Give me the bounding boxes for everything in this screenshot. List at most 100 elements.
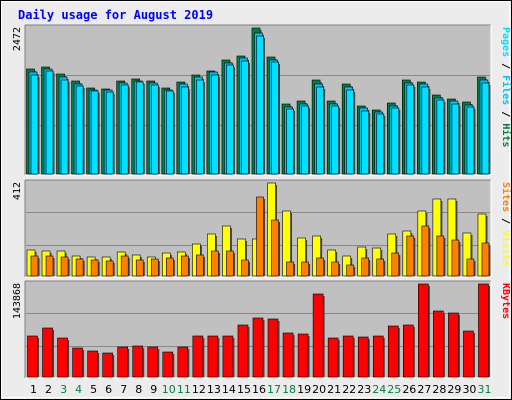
- bar-sites: [271, 219, 279, 277]
- bar-sites-shadow: [458, 242, 461, 276]
- bar-kbytes-shadow: [217, 338, 220, 377]
- bar-pages-shadow: [398, 110, 401, 174]
- bar-kbytes-shadow: [247, 327, 250, 377]
- bar-visits-shadow: [290, 213, 293, 276]
- bar-kbytes-shadow: [202, 338, 205, 377]
- bar-kbytes-shadow: [458, 315, 460, 377]
- bar-kbytes: [27, 335, 38, 378]
- bar-kbytes: [132, 345, 144, 378]
- bar-sites-shadow: [323, 260, 326, 276]
- bar-kbytes-shadow: [488, 286, 490, 377]
- bar-pages-shadow: [38, 77, 40, 174]
- bar-sites: [406, 235, 415, 277]
- bar-pages: [421, 86, 430, 175]
- bar-kbytes: [102, 352, 113, 378]
- bar-kbytes: [72, 347, 83, 378]
- bar-kbytes: [252, 317, 264, 378]
- bar-sites-shadow: [443, 238, 446, 276]
- bar-kbytes: [147, 346, 159, 378]
- bar-sites-shadow: [68, 259, 70, 276]
- bar-kbytes: [207, 335, 219, 378]
- bar-kbytes: [297, 333, 309, 378]
- bar-sites: [211, 250, 219, 277]
- x-tick-label: 31: [477, 383, 491, 396]
- bar-kbytes-shadow: [82, 350, 85, 377]
- bar-pages-shadow: [158, 87, 160, 174]
- bar-sites-shadow: [113, 263, 115, 276]
- bar-pages: [165, 90, 174, 175]
- bar-sites-shadow: [473, 261, 476, 276]
- bar-sites-shadow: [488, 245, 491, 276]
- panel-bottom: 143868 KBytes: [12, 280, 511, 379]
- bar-kbytes-shadow: [67, 340, 70, 377]
- bar-sites: [150, 258, 159, 277]
- bar-pages-shadow: [143, 84, 145, 174]
- bar-kbytes-shadow: [323, 296, 325, 377]
- bar-kbytes-shadow: [262, 320, 265, 377]
- bar-kbytes: [177, 346, 189, 378]
- bar-sites-shadow: [278, 222, 281, 276]
- bar-kbytes: [237, 324, 249, 378]
- bar-sites-shadow: [398, 255, 401, 276]
- bar-pages-shadow: [308, 108, 311, 174]
- bar-kbytes: [478, 283, 489, 378]
- bar-sites-shadow: [428, 228, 431, 276]
- bar-sites: [196, 254, 204, 277]
- bar-sites: [346, 264, 354, 277]
- bar-sites: [286, 261, 294, 277]
- bar-sites-shadow: [383, 261, 386, 276]
- bar-kbytes: [57, 337, 68, 378]
- bar-kbytes-shadow: [232, 338, 235, 377]
- panel-legend: Pages / Files / Hits: [500, 27, 512, 147]
- legend-entry: Pages: [500, 27, 511, 57]
- bar-pages: [436, 99, 445, 175]
- bar-pages: [241, 60, 249, 175]
- bar-pages: [75, 85, 84, 175]
- bar-pages-shadow: [53, 73, 55, 174]
- bar-visits-shadow: [455, 201, 458, 276]
- bar-kbytes: [312, 293, 324, 378]
- bar-pages-shadow: [488, 85, 491, 174]
- bar-kbytes-shadow: [338, 340, 340, 377]
- bar-pages-shadow: [428, 89, 431, 174]
- bar-sites: [75, 258, 84, 277]
- bar-kbytes: [42, 327, 53, 378]
- x-tick-label: 13: [207, 383, 221, 396]
- panel-top: 2472 Pages / Files / Hits: [12, 24, 512, 176]
- y-max-label: 143868: [12, 283, 23, 319]
- bar-kbytes-shadow: [353, 338, 355, 377]
- bar-kbytes: [267, 318, 279, 378]
- legend-entry: Visits: [500, 230, 512, 266]
- bar-pages-shadow: [353, 92, 356, 174]
- bar-pages-shadow: [83, 88, 85, 174]
- x-tick-label: 17: [267, 383, 281, 396]
- x-tick-label: 4: [75, 383, 82, 396]
- bar-pages-shadow: [173, 93, 175, 174]
- bar-pages: [451, 103, 460, 175]
- bar-pages: [60, 79, 69, 175]
- bar-pages: [331, 105, 339, 175]
- bar-pages: [316, 86, 324, 175]
- bar-kbytes-shadow: [398, 328, 400, 377]
- bar-sites-shadow: [293, 264, 296, 276]
- bar-kbytes: [222, 335, 234, 378]
- bar-kbytes: [418, 283, 429, 378]
- bar-pages: [45, 70, 54, 175]
- bar-sites-shadow: [173, 260, 175, 276]
- bar-pages: [391, 107, 400, 175]
- bar-pages: [271, 61, 279, 175]
- bar-kbytes: [282, 332, 294, 378]
- bar-sites: [436, 235, 445, 277]
- bar-sites: [481, 242, 490, 277]
- x-tick-label: 23: [357, 383, 371, 396]
- x-tick-label: 27: [417, 383, 431, 396]
- bar-sites: [165, 257, 174, 277]
- bar-sites-shadow: [338, 264, 341, 276]
- bar-pages: [376, 113, 385, 175]
- x-tick-label: 5: [90, 383, 97, 396]
- x-tick-label: 18: [282, 383, 296, 396]
- bar-pages-shadow: [473, 109, 476, 174]
- bar-sites-shadow: [188, 258, 190, 276]
